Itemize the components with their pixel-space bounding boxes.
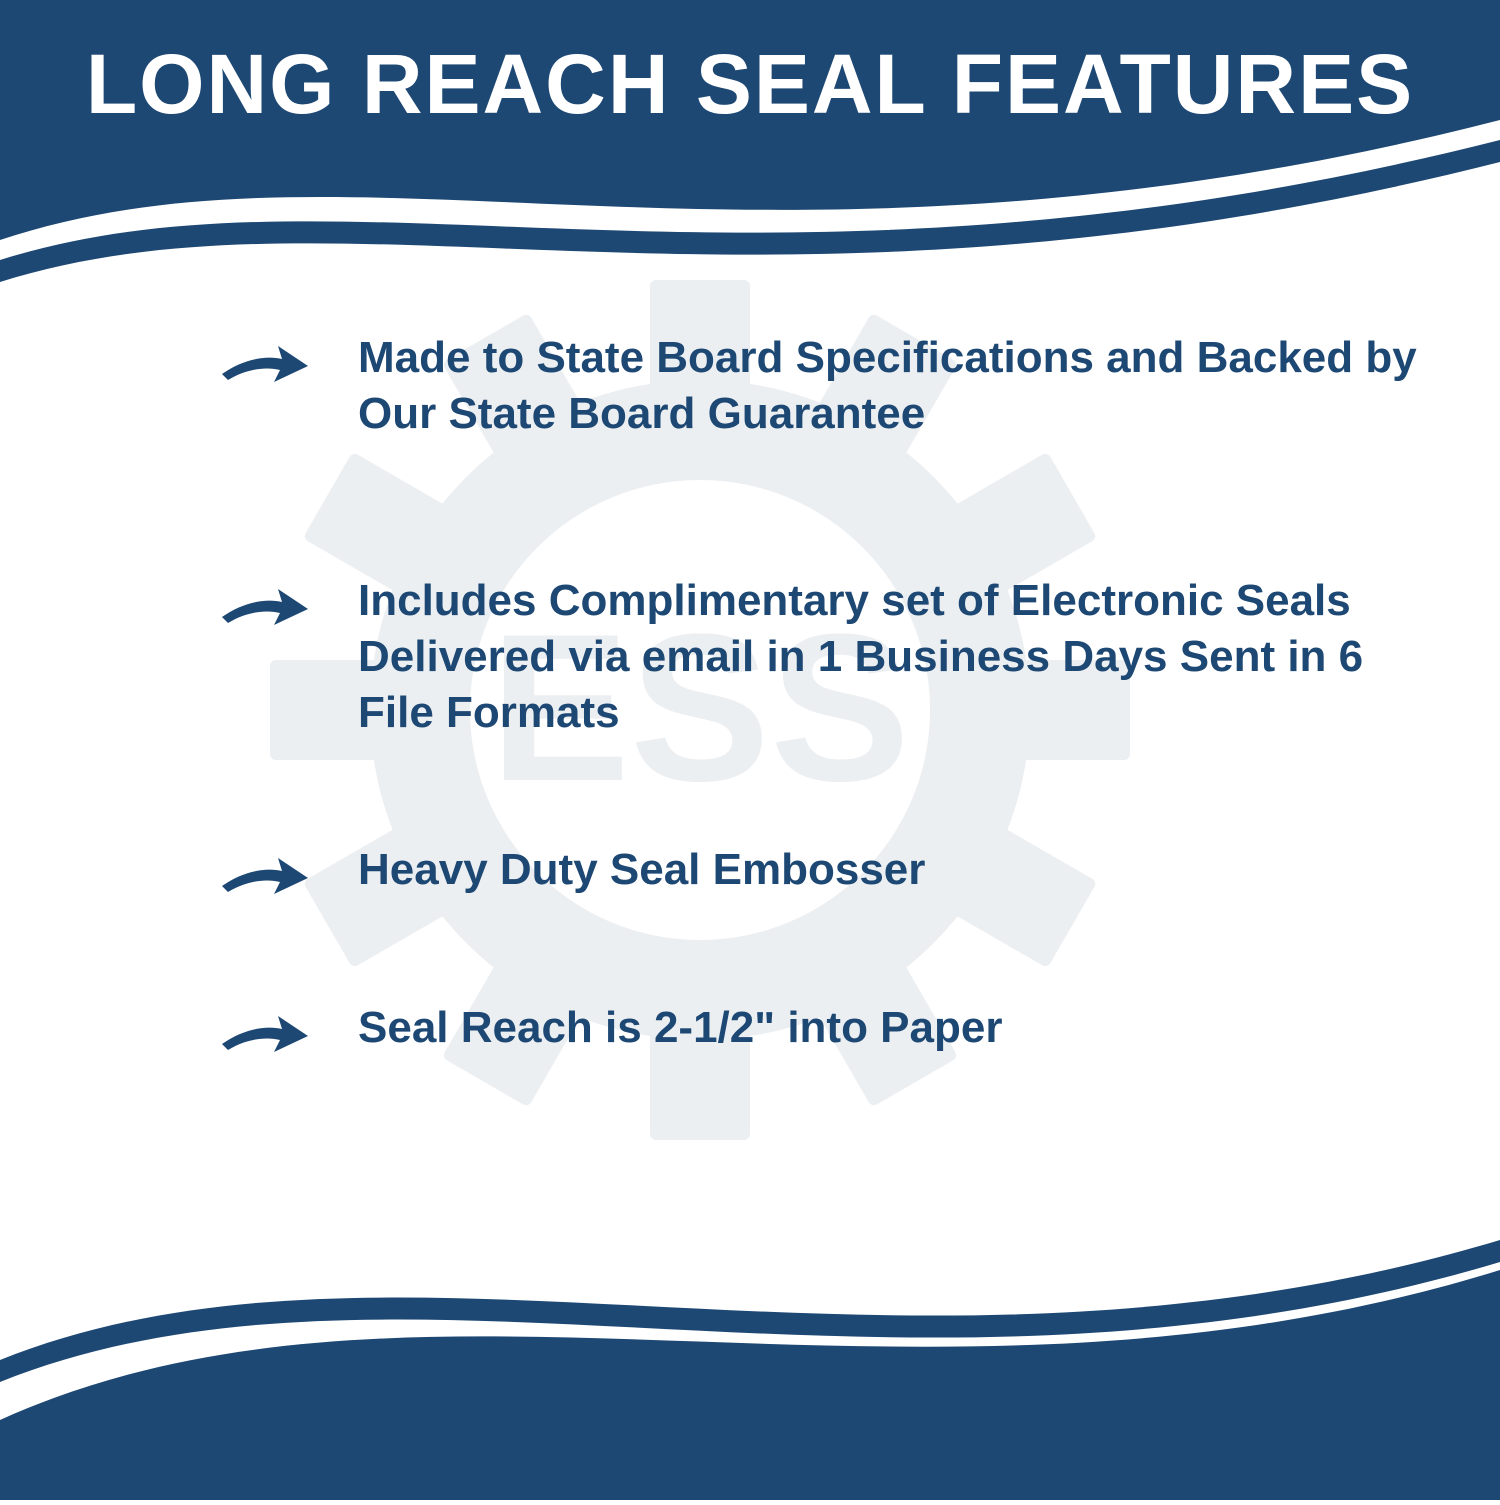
feature-item: Heavy Duty Seal Embosser [220,842,1420,900]
feature-item: Includes Complimentary set of Electronic… [220,573,1420,742]
arrow-icon [220,340,310,388]
feature-item: Seal Reach is 2-1/2" into Paper [220,1000,1420,1058]
infographic-canvas: ESS LONG REACH SEAL FEATURES Made to Sta… [0,0,1500,1500]
feature-text: Includes Complimentary set of Electronic… [358,573,1420,742]
feature-text: Made to State Board Specifications and B… [358,330,1420,443]
feature-list: Made to State Board Specifications and B… [220,330,1420,1176]
arrow-icon [220,1010,310,1058]
arrow-icon [220,852,310,900]
feature-text: Seal Reach is 2-1/2" into Paper [358,1000,1002,1056]
bottom-wave-band [0,1160,1500,1500]
arrow-icon [220,583,310,631]
feature-item: Made to State Board Specifications and B… [220,330,1420,443]
page-title: LONG REACH SEAL FEATURES [0,0,1500,133]
feature-text: Heavy Duty Seal Embosser [358,842,925,898]
